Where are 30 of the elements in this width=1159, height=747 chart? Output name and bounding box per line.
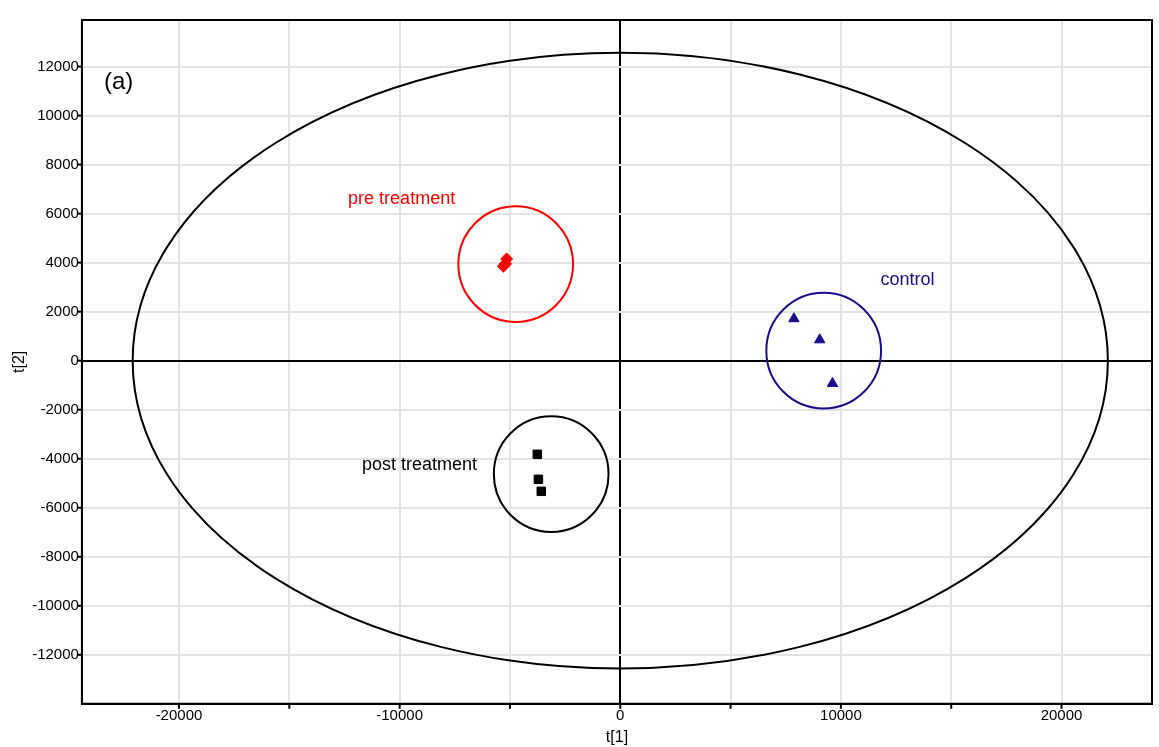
y-tick-label: -8000	[40, 546, 79, 564]
x-tick-label: -20000	[155, 705, 203, 723]
y-axis-title: t[2]	[10, 350, 28, 374]
y-tick-label: -10000	[32, 595, 79, 613]
y-tick-label: 2000	[45, 301, 79, 319]
text: control	[880, 269, 935, 290]
text: pre treatment	[348, 188, 456, 209]
annotation: (a)	[103, 66, 134, 94]
y-tick-label: -4000	[40, 448, 79, 466]
text: post treatment	[361, 453, 477, 474]
y-tick-label: -12000	[32, 644, 79, 662]
y-tick-label: 10000	[37, 105, 79, 123]
point	[814, 333, 826, 344]
point	[788, 312, 800, 323]
x-tick-label: 10000	[820, 705, 862, 723]
point	[533, 474, 544, 485]
y-tick-label: -2000	[40, 399, 79, 417]
y-tick-label: 12000	[37, 56, 79, 74]
y-tick-label: 4000	[45, 252, 79, 270]
y-tick-label: 0	[70, 350, 79, 368]
x-tick-label: -10000	[376, 705, 423, 723]
x-axis-title: t[1]	[605, 727, 629, 745]
y-tick-label: -6000	[40, 497, 79, 515]
point	[536, 486, 547, 497]
y-tick-label: 6000	[45, 203, 79, 221]
x-tick-label: 0	[616, 705, 625, 723]
x-tick-label: 20000	[1040, 705, 1083, 723]
point	[826, 376, 839, 387]
point	[532, 449, 543, 460]
y-tick-label: 8000	[45, 154, 79, 172]
